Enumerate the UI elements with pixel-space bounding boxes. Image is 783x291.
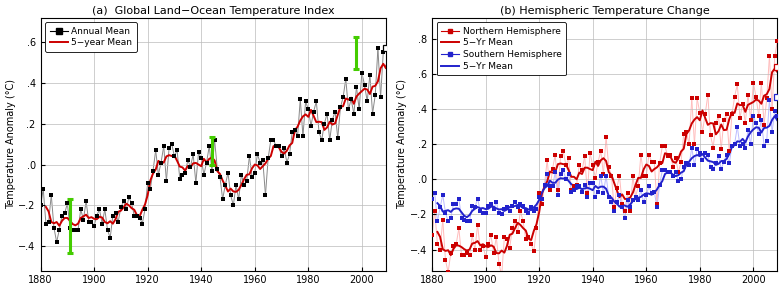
Y-axis label: Temperature Anomaly (°C): Temperature Anomaly (°C) <box>5 79 16 209</box>
Title: (b) Hemispheric Temperature Change: (b) Hemispheric Temperature Change <box>500 6 709 15</box>
Legend: Northern Hemisphere, 5−Yr Mean, Southern Hemisphere, 5−Yr Mean: Northern Hemisphere, 5−Yr Mean, Southern… <box>437 22 566 75</box>
Y-axis label: Temperature Anomaly (°C): Temperature Anomaly (°C) <box>397 79 407 209</box>
Title: (a)  Global Land−Ocean Temperature Index: (a) Global Land−Ocean Temperature Index <box>92 6 334 15</box>
Legend: Annual Mean, 5−year Mean: Annual Mean, 5−year Mean <box>45 22 137 52</box>
